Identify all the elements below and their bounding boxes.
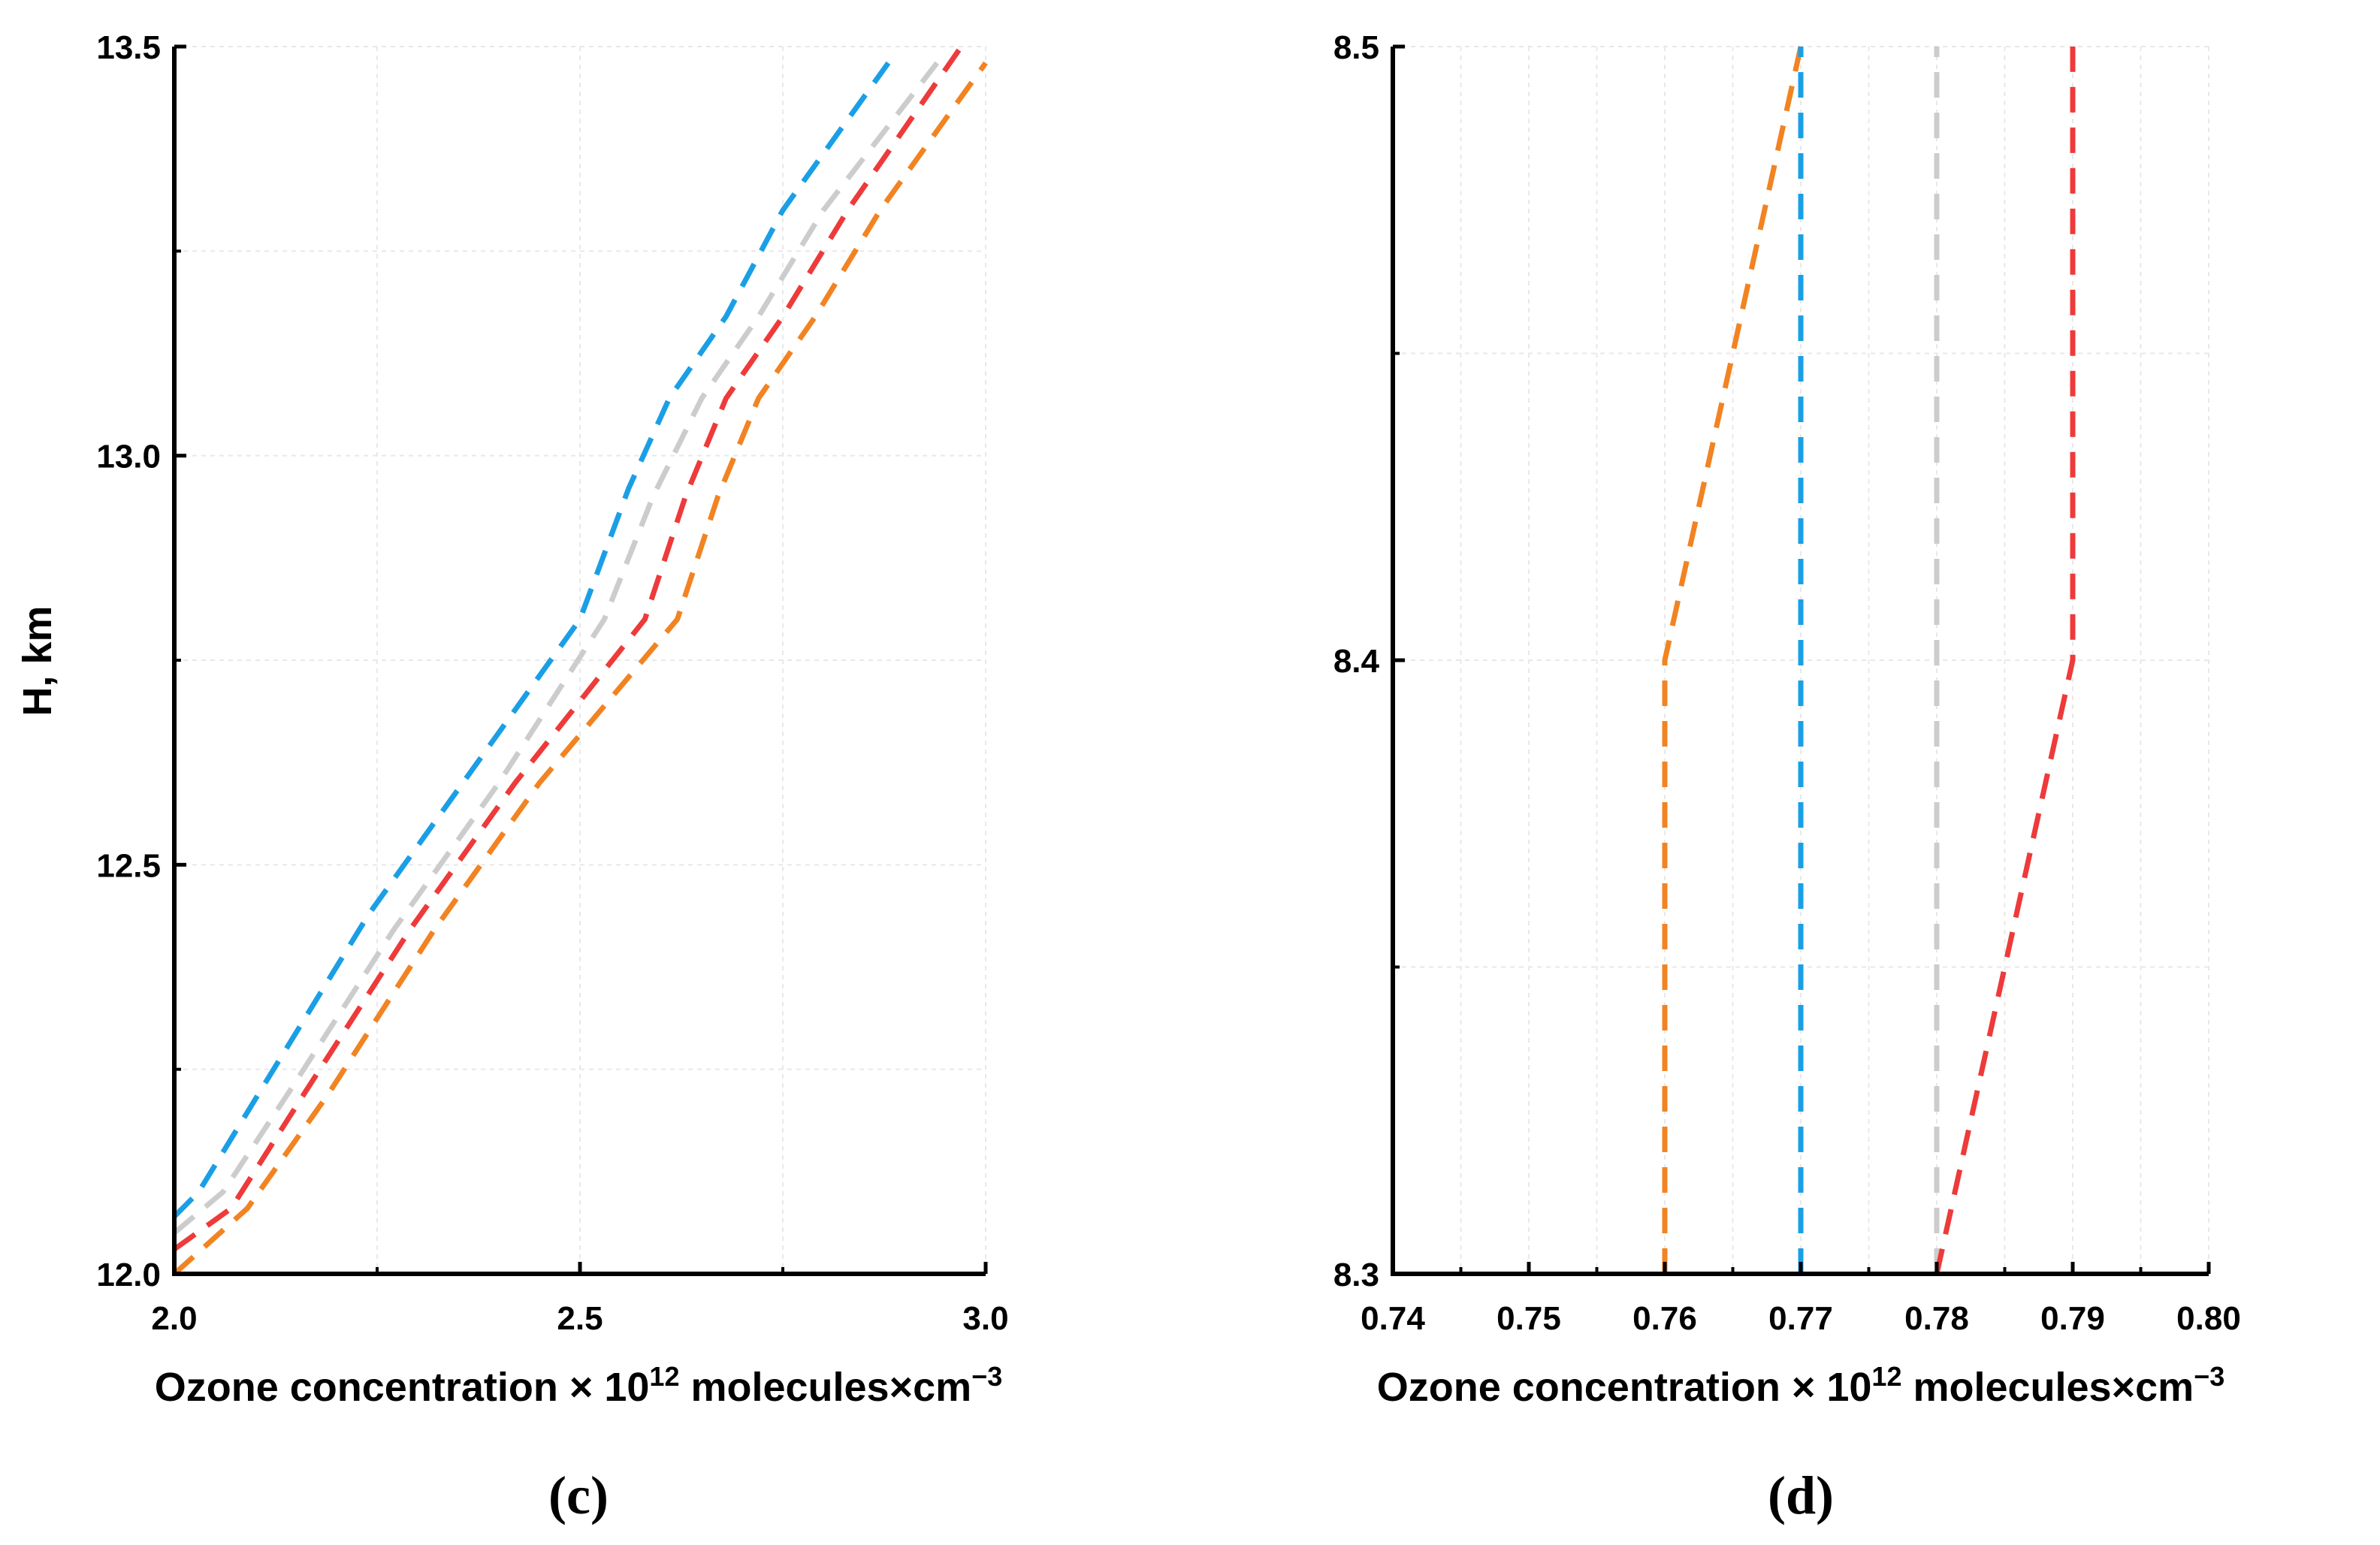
y-tick-label: 8.4: [1333, 643, 1380, 680]
x-tick-label: 2.0: [151, 1300, 197, 1337]
panel-label: (c): [548, 1465, 609, 1525]
series-line-3: [1934, 47, 2076, 1275]
y-tick-label: 13.5: [96, 29, 161, 66]
y-tick-label: 8.3: [1333, 1257, 1379, 1293]
y-tick-label: 12.5: [96, 847, 161, 884]
series-line-0: [1662, 46, 1804, 1274]
panel-d: 0.74 0.75 0.76 0.77 0.78 0.79 0.80 8.3 8.4 8.5 Ozo…: [1333, 29, 2241, 1525]
x-tick-label: 3.0: [962, 1300, 1008, 1337]
y-tick-label: 8.5: [1333, 29, 1379, 66]
x-axis-title: Ozone concentration × 1012 molecules×cm−…: [155, 1361, 1002, 1410]
y-axis-title: H, km: [15, 605, 60, 716]
series-line-3: [172, 61, 988, 1276]
series-line-2: [172, 45, 964, 1252]
y-tick-label: 13.0: [96, 439, 161, 475]
x-axis-title: Ozone concentration × 1012 molecules×cm−…: [1377, 1361, 2224, 1410]
x-tick-label: 2.5: [557, 1300, 603, 1337]
y-tick-label: 12.0: [96, 1257, 161, 1293]
x-tick-label: 0.79: [2040, 1300, 2105, 1337]
x-tick-label: 0.77: [1768, 1300, 1833, 1337]
x-tick-label: 0.74: [1361, 1300, 1425, 1337]
x-tick-label: 0.80: [2176, 1300, 2241, 1337]
x-tick-label: 0.76: [1632, 1300, 1697, 1337]
series-line-0: [172, 61, 891, 1219]
series-line-1: [172, 61, 939, 1236]
panel-label: (d): [1768, 1465, 1834, 1525]
x-tick-label: 0.75: [1497, 1300, 1561, 1337]
panel-c: 2.0 2.5 3.0 12.0 12.5 13.0 13.5 H, km Ozone conc…: [15, 29, 1009, 1525]
x-tick-label: 0.78: [1904, 1300, 1969, 1337]
